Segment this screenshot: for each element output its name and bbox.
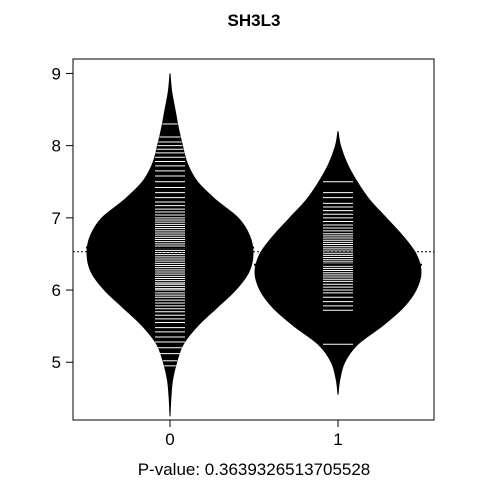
x-tick-label: 1 <box>333 430 342 449</box>
y-tick-label: 8 <box>52 137 61 156</box>
bean-shape-1 <box>254 131 422 395</box>
chart-title: SH3L3 <box>228 11 281 30</box>
y-tick-label: 7 <box>52 209 61 228</box>
y-tick-label: 5 <box>52 353 61 372</box>
bean-group-1 <box>254 131 422 395</box>
y-axis: 5 6 7 8 9 <box>52 64 73 372</box>
x-tick-label: 0 <box>165 430 174 449</box>
y-tick-label: 6 <box>52 281 61 300</box>
x-axis-label: P-value: 0.3639326513705528 <box>138 460 371 479</box>
y-tick-label: 9 <box>52 64 61 83</box>
beans-layer <box>86 73 422 417</box>
plot-area-frame <box>72 58 435 421</box>
bean-group-0 <box>86 73 254 417</box>
bean-shape-0 <box>86 73 254 417</box>
